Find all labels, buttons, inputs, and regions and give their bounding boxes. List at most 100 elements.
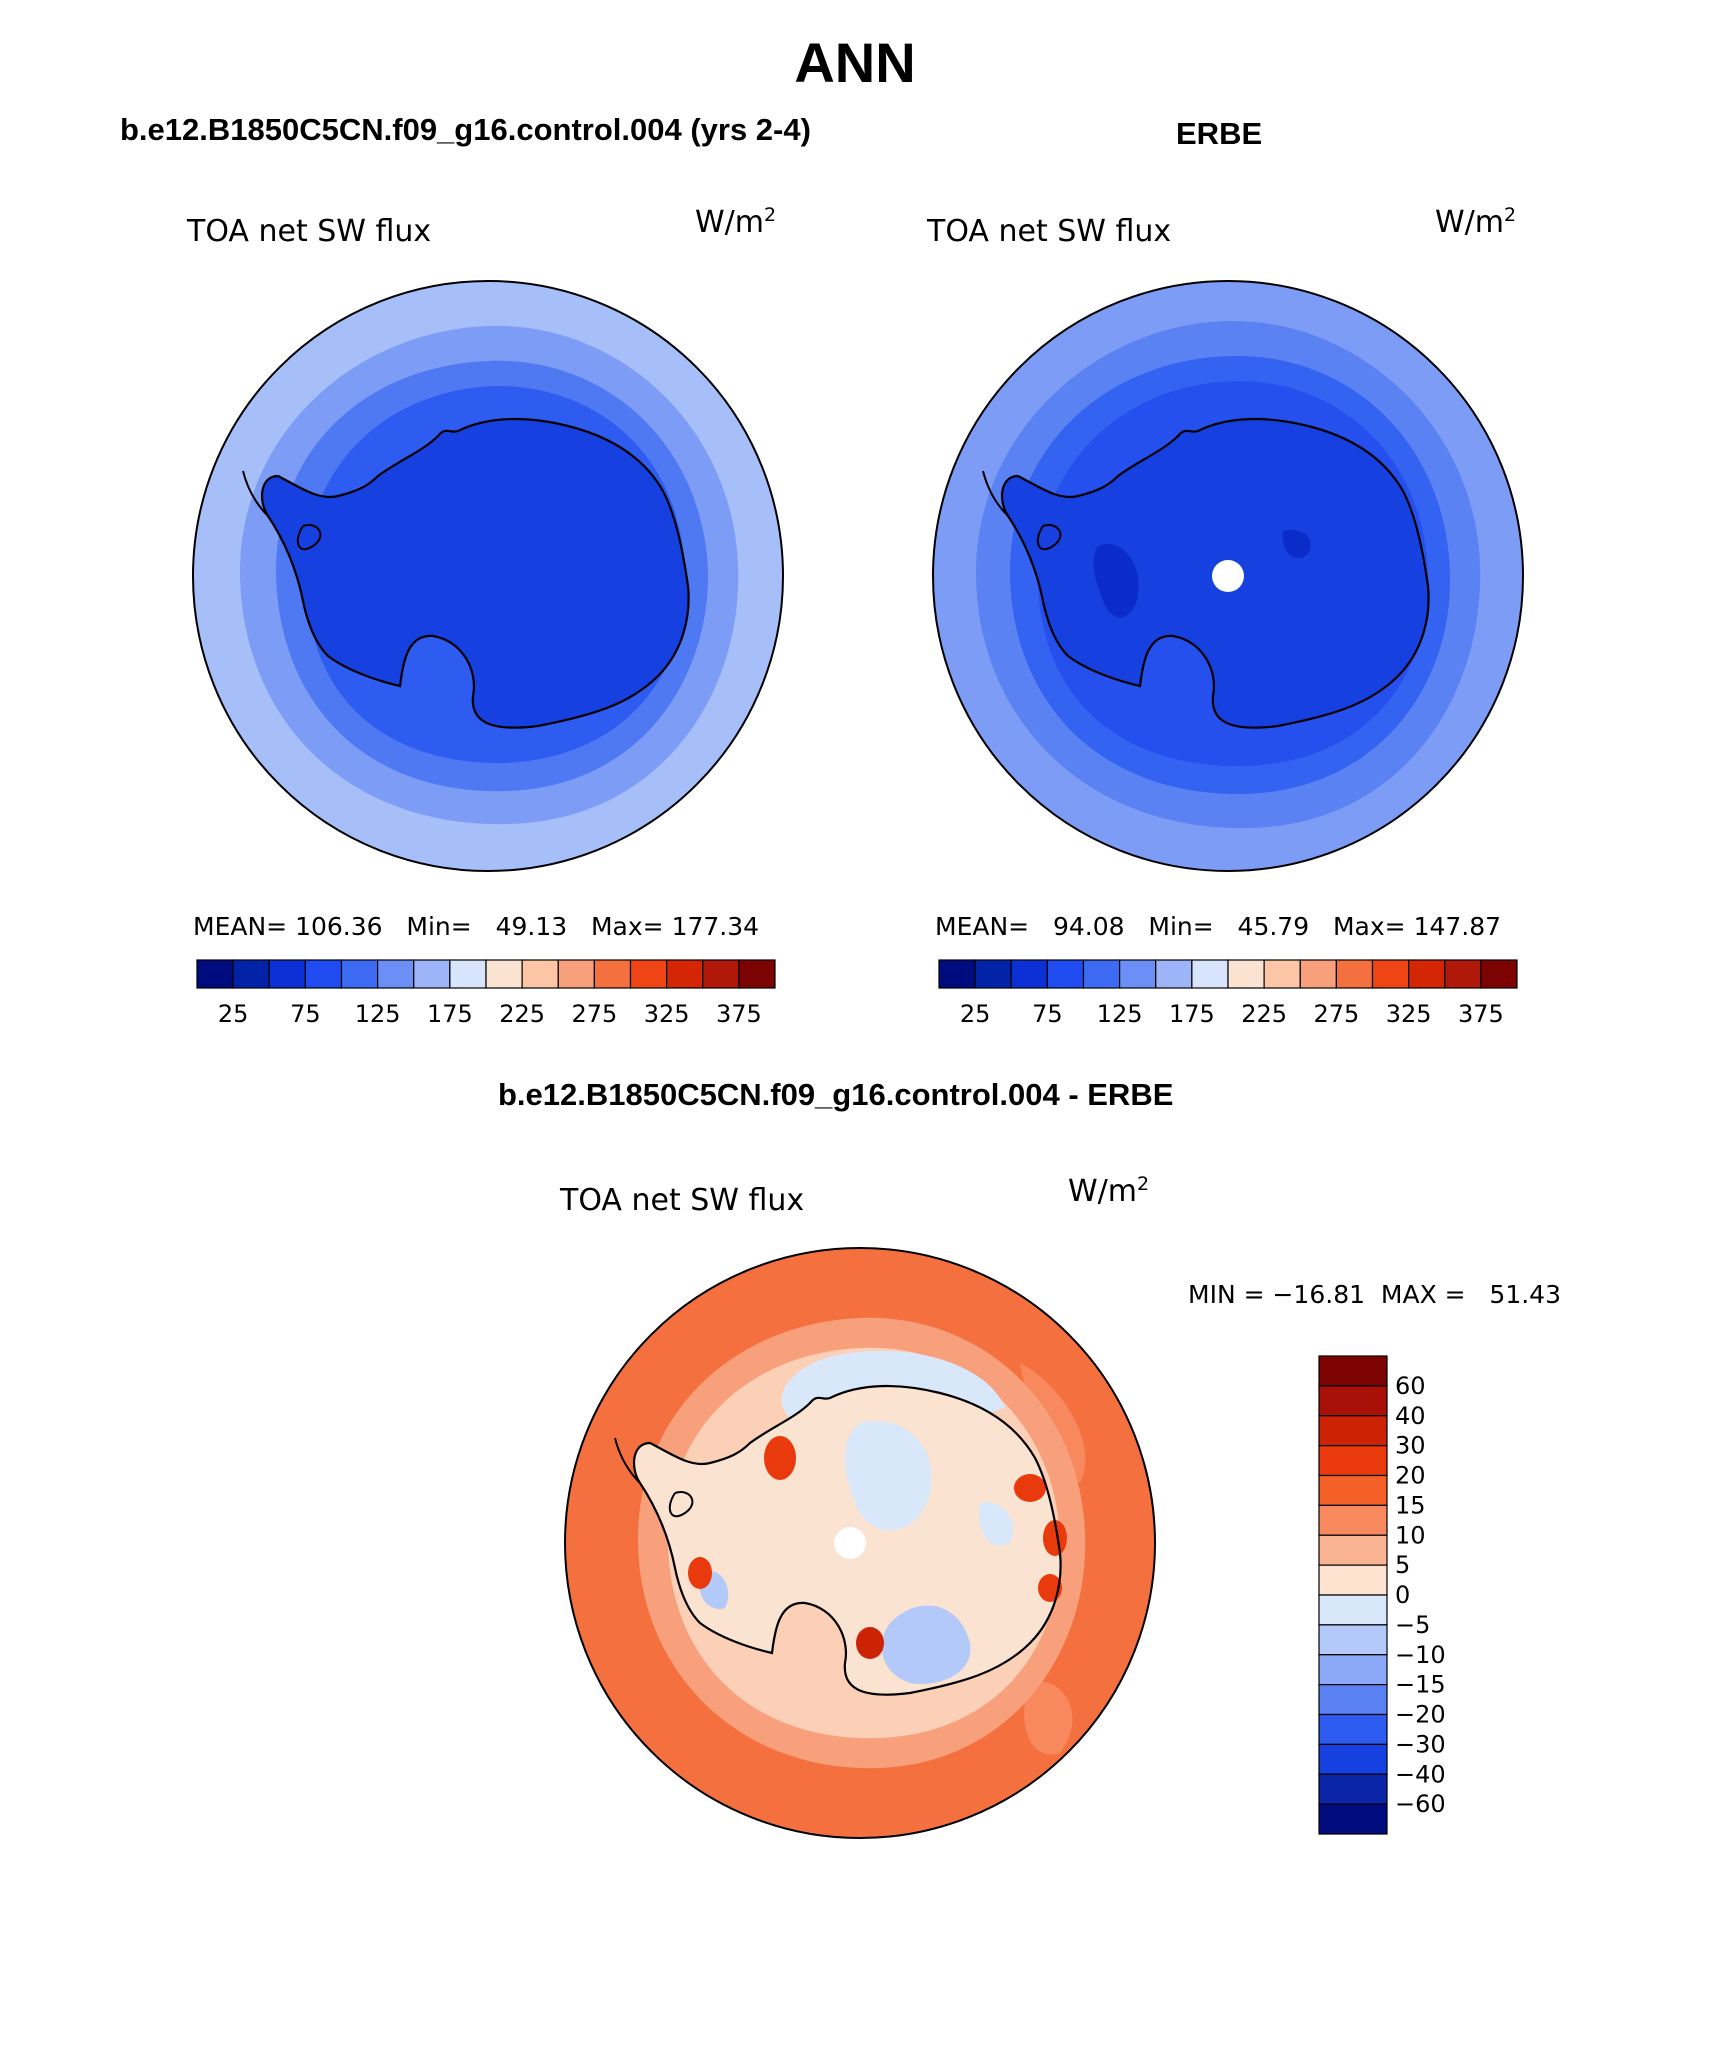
panel-diff-header: b.e12.B1850C5CN.f09_g16.control.004 - ER… bbox=[498, 1077, 1174, 1112]
colorbar-swatch bbox=[629, 959, 668, 989]
coastline bbox=[260, 417, 690, 729]
colorbar-swatch bbox=[974, 959, 1012, 989]
hotspot bbox=[1043, 1520, 1067, 1556]
colorbar-swatch bbox=[1318, 1624, 1388, 1656]
colorbar-tick-label: −15 bbox=[1395, 1671, 1446, 1699]
colorbar-swatch bbox=[1318, 1654, 1388, 1686]
colorbar-swatch bbox=[1082, 959, 1121, 989]
colorbar-tick-label: −60 bbox=[1395, 1790, 1446, 1818]
colorbar-swatch bbox=[1335, 959, 1374, 989]
colorbar-tick-label: 325 bbox=[644, 1000, 690, 1028]
hotspot bbox=[688, 1557, 712, 1589]
colorbar-tick-label: 225 bbox=[499, 1000, 545, 1028]
panel-obs-map bbox=[932, 280, 1524, 872]
panel-obs-variable: TOA net SW flux bbox=[927, 214, 1172, 249]
colorbar-swatch bbox=[1408, 959, 1446, 989]
colorbar-tick-label: 125 bbox=[355, 1000, 401, 1028]
hotspot bbox=[856, 1627, 884, 1659]
colorbar-tick-label: 375 bbox=[716, 1000, 762, 1028]
colorbar-swatch bbox=[593, 959, 632, 989]
panel-model-header: b.e12.B1850C5CN.f09_g16.control.004 (yrs… bbox=[120, 112, 811, 147]
colorbar-swatch bbox=[340, 959, 379, 989]
panel-model-variable: TOA net SW flux bbox=[187, 214, 432, 249]
colorbar-swatch bbox=[413, 959, 451, 989]
colorbar-tick-label: 60 bbox=[1395, 1372, 1426, 1400]
colorbar-tick-label: 20 bbox=[1395, 1462, 1426, 1490]
colorbar-tick-label: 0 bbox=[1395, 1581, 1410, 1609]
min-value: 49.13 bbox=[495, 912, 568, 941]
colorbar-swatch bbox=[1318, 1504, 1388, 1536]
panel-obs-header: ERBE bbox=[1176, 116, 1263, 151]
mean-label: MEAN= bbox=[935, 912, 1030, 941]
colorbar-tick-label: 75 bbox=[1032, 1000, 1063, 1028]
colorbar-swatch bbox=[1299, 959, 1337, 989]
colorbar-swatch bbox=[557, 959, 595, 989]
colorbar-swatch bbox=[449, 959, 487, 989]
colorbar-swatch bbox=[1010, 959, 1048, 989]
colorbar-swatch bbox=[377, 959, 415, 989]
colorbar-swatch bbox=[1046, 959, 1085, 989]
figure-title: ANN bbox=[794, 31, 916, 94]
colorbar-swatch bbox=[1318, 1713, 1388, 1745]
max-label: Max= bbox=[1332, 912, 1406, 941]
colorbar-tick-label: −5 bbox=[1395, 1611, 1430, 1639]
panel-model-stats: MEAN= 106.36 Min= 49.13 Max= 177.34 bbox=[193, 912, 759, 941]
colorbar-swatch bbox=[1318, 1385, 1388, 1417]
panel-model-units: W/m2 bbox=[695, 204, 777, 240]
colorbar-tick-label: 75 bbox=[290, 1000, 321, 1028]
hotspot bbox=[1014, 1474, 1046, 1502]
colorbar-tick-label: 30 bbox=[1395, 1432, 1426, 1460]
colorbar-tick-label: 40 bbox=[1395, 1402, 1426, 1430]
colorbar-tick-label: 175 bbox=[1169, 1000, 1215, 1028]
colorbar-swatch bbox=[1318, 1355, 1388, 1387]
colorbar-swatch bbox=[938, 959, 976, 989]
colorbar-swatch bbox=[1191, 959, 1229, 989]
colorbar-swatch bbox=[1318, 1564, 1388, 1596]
colorbar-tick-label: 10 bbox=[1395, 1521, 1426, 1549]
mean-value: 94.08 bbox=[1052, 912, 1125, 941]
colorbar-swatch bbox=[1318, 1415, 1388, 1447]
panel-model-colorbar: 25 75 125 175 225 275 325 375 bbox=[196, 959, 776, 1028]
colorbar-tick-label: 375 bbox=[1458, 1000, 1504, 1028]
colorbar-tick-label: 125 bbox=[1097, 1000, 1143, 1028]
colorbar-swatch bbox=[1371, 959, 1410, 989]
min-label: Min= bbox=[406, 912, 472, 941]
panel-obs-units: W/m2 bbox=[1435, 204, 1517, 240]
colorbar-swatch bbox=[268, 959, 306, 989]
colorbar-swatch bbox=[485, 959, 523, 989]
panel-diff-variable: TOA net SW flux bbox=[560, 1183, 805, 1218]
colorbar-swatch bbox=[1318, 1474, 1388, 1506]
panel-obs-colorbar: 25 75 125 175 225 275 325 375 bbox=[938, 959, 1518, 1028]
antarctica-continent bbox=[262, 419, 689, 728]
colorbar-tick-label: 25 bbox=[960, 1000, 991, 1028]
colorbar-swatch bbox=[1155, 959, 1193, 989]
colorbar-tick-label: 5 bbox=[1395, 1551, 1410, 1579]
colorbar-swatch bbox=[1263, 959, 1301, 989]
missing-data-pole bbox=[1212, 560, 1244, 592]
colorbar-tick-label: −10 bbox=[1395, 1641, 1446, 1669]
colorbar-tick-label: 175 bbox=[427, 1000, 473, 1028]
colorbar-tick-label: 25 bbox=[218, 1000, 249, 1028]
colorbar-swatch bbox=[304, 959, 343, 989]
colorbar-swatch bbox=[666, 959, 704, 989]
colorbar-tick-label: 275 bbox=[1313, 1000, 1359, 1028]
colorbar-swatch bbox=[232, 959, 270, 989]
coastline bbox=[1000, 417, 1430, 729]
colorbar-swatch bbox=[1227, 959, 1265, 989]
panel-obs-stats: MEAN= 94.08 Min= 45.79 Max= 147.87 bbox=[935, 912, 1501, 941]
colorbar-tick-label: −40 bbox=[1395, 1760, 1446, 1788]
colorbar-swatch bbox=[1318, 1594, 1388, 1626]
colorbar-tick-label: −20 bbox=[1395, 1701, 1446, 1729]
colorbar-swatch bbox=[1480, 959, 1518, 989]
colorbar-tick-label: 225 bbox=[1241, 1000, 1287, 1028]
mean-value: 106.36 bbox=[295, 912, 383, 941]
panel-diff-map bbox=[564, 1247, 1156, 1839]
min-label: Min= bbox=[1148, 912, 1214, 941]
colorbar-swatch bbox=[1318, 1773, 1388, 1805]
max-value: 177.34 bbox=[671, 912, 760, 941]
min-value: 45.79 bbox=[1237, 912, 1310, 941]
colorbar-swatch bbox=[738, 959, 776, 989]
mean-label: MEAN= bbox=[193, 912, 288, 941]
colorbar-swatch bbox=[1119, 959, 1157, 989]
